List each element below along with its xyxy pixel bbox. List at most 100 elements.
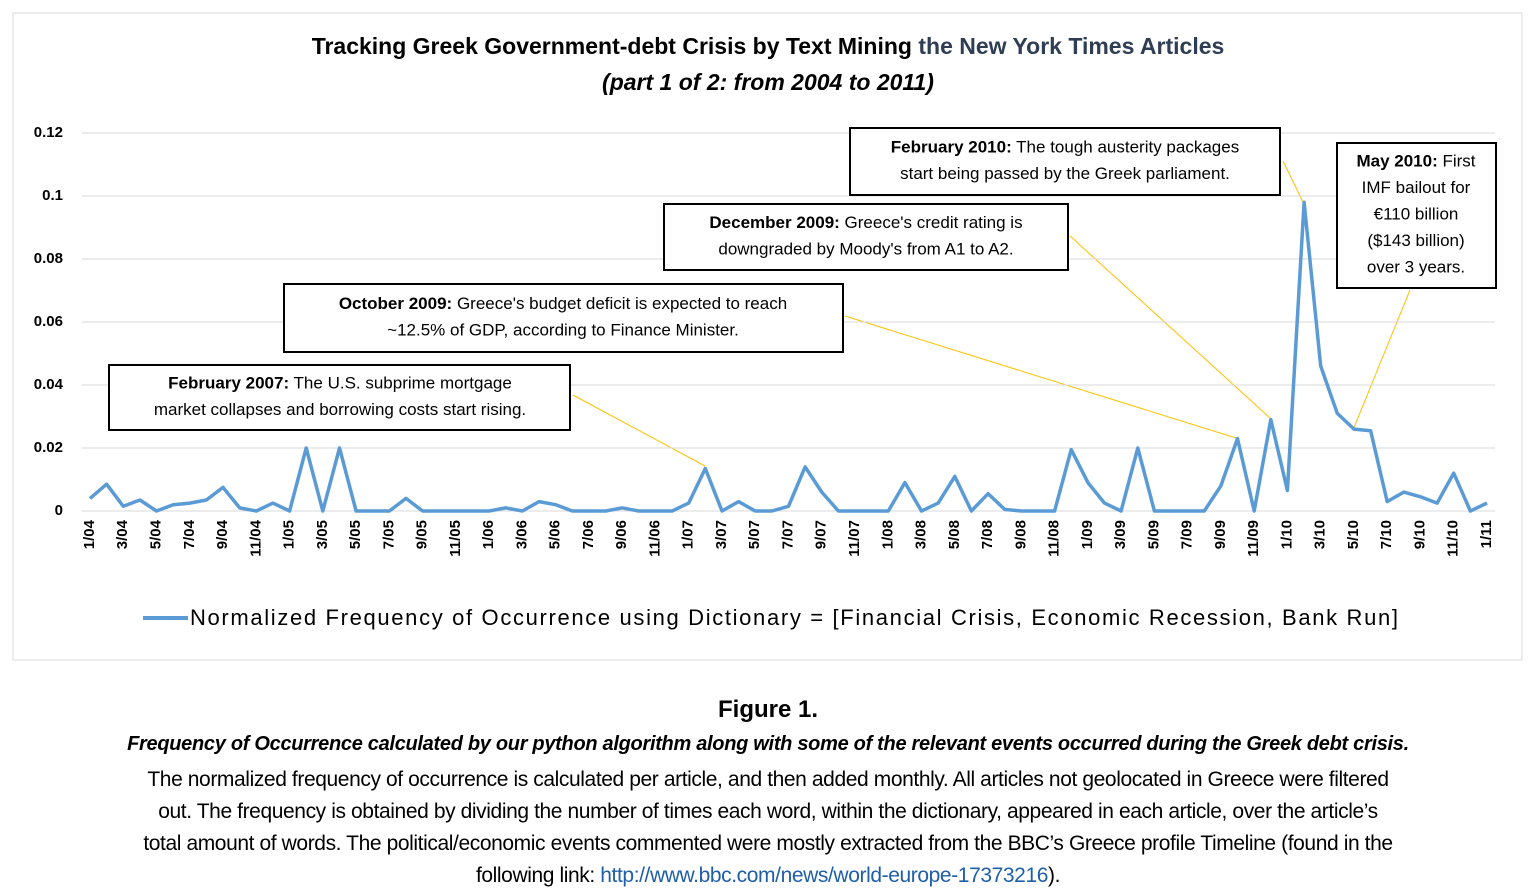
x-tick-label: 3/09 bbox=[1112, 520, 1129, 549]
x-tick-label: 7/10 bbox=[1378, 520, 1395, 549]
annotation-text: downgraded by Moody's from A1 to A2. bbox=[718, 240, 1013, 259]
annotation: February 2007: The U.S. subprime mortgag… bbox=[108, 364, 571, 431]
connector bbox=[1352, 289, 1411, 431]
x-tick-label: 9/08 bbox=[1012, 520, 1029, 549]
annotation-text: ($143 billion) bbox=[1367, 231, 1464, 250]
annotation-label: October 2009: bbox=[339, 294, 452, 313]
annotation: October 2009: Greece's budget deficit is… bbox=[283, 283, 844, 353]
annotation-box bbox=[663, 203, 1069, 271]
x-tick-label: 5/04 bbox=[147, 519, 164, 549]
x-tick-label: 9/10 bbox=[1411, 520, 1428, 549]
figure-label: Figure 1. bbox=[717, 696, 819, 723]
x-tick-label: 9/09 bbox=[1212, 520, 1229, 549]
x-tick-label: 9/05 bbox=[414, 520, 431, 549]
caption-link[interactable]: http://www.bbc.com/news/world-europe-173… bbox=[600, 864, 1049, 887]
x-tick-label: 5/05 bbox=[347, 520, 364, 549]
annotation-line: ($143 billion) bbox=[1367, 231, 1464, 250]
connector bbox=[1282, 160, 1304, 203]
x-tick-label: 11/08 bbox=[1046, 520, 1063, 557]
x-tick-label: 11/10 bbox=[1445, 520, 1462, 557]
annotation-text: December 2009: Greece's credit rating is bbox=[709, 213, 1022, 232]
annotation-label: February 2010: bbox=[891, 138, 1012, 157]
annotation-line: The U.S. subprime mortgage bbox=[294, 374, 512, 393]
annotation-text: February 2007: The U.S. subprime mortgag… bbox=[168, 374, 512, 393]
chart-subtitle: (part 1 of 2: from 2004 to 2011) bbox=[602, 69, 934, 95]
annotation-label: December 2009: bbox=[709, 213, 839, 232]
caption-line: out. The frequency is obtained by dividi… bbox=[158, 800, 1378, 823]
caption-body: The normalized frequency of occurrence i… bbox=[0, 764, 1536, 892]
connector bbox=[572, 394, 706, 467]
y-tick-label: 0.02 bbox=[34, 439, 63, 456]
x-tick-label: 5/08 bbox=[946, 520, 963, 549]
annotation-line: The tough austerity packages bbox=[1016, 138, 1239, 157]
annotation-text: start being passed by the Greek parliame… bbox=[900, 164, 1230, 183]
annotation-text: February 2010: The tough austerity packa… bbox=[891, 138, 1239, 157]
annotation: May 2010: First IMF bailout for €110 billi… bbox=[1336, 142, 1497, 289]
x-tick-label: 1/06 bbox=[480, 520, 497, 549]
x-tick-label: 1/05 bbox=[281, 520, 298, 549]
annotation: December 2009: Greece's credit rating is… bbox=[663, 203, 1069, 271]
x-tick-label: 11/07 bbox=[846, 520, 863, 557]
y-tick-label: 0 bbox=[55, 502, 63, 519]
data-line bbox=[88, 200, 1488, 513]
caption-text: ). bbox=[1048, 864, 1061, 887]
title-main: Tracking Greek Government-debt Crisis by… bbox=[312, 33, 912, 59]
x-tick-label: 1/04 bbox=[81, 519, 98, 549]
caption-line: total amount of words. The political/eco… bbox=[143, 832, 1393, 855]
x-tick-label: 3/04 bbox=[114, 519, 131, 549]
x-tick-label: 5/09 bbox=[1145, 520, 1162, 549]
caption-line: The normalized frequency of occurrence i… bbox=[147, 768, 1389, 791]
x-tick-label: 1/10 bbox=[1278, 520, 1295, 549]
x-tick-label: 9/07 bbox=[813, 520, 830, 549]
x-tick-label: 7/07 bbox=[779, 520, 796, 549]
annotation-box bbox=[1336, 142, 1497, 289]
x-tick-label: 1/08 bbox=[879, 520, 896, 549]
x-tick-label: 7/09 bbox=[1179, 520, 1196, 549]
x-tick-label: 11/04 bbox=[247, 519, 264, 556]
x-tick-label: 11/06 bbox=[646, 520, 663, 557]
x-tick-label: 3/07 bbox=[713, 520, 730, 549]
annotation-line: €110 billion bbox=[1374, 205, 1459, 224]
x-tick-label: 3/10 bbox=[1312, 520, 1329, 549]
x-tick-label: 11/05 bbox=[447, 520, 464, 557]
annotation-text: May 2010: First bbox=[1356, 152, 1475, 171]
chart: Tracking Greek Government-debt Crisis by… bbox=[12, 12, 1523, 661]
chart-title: Tracking Greek Government-debt Crisis by… bbox=[312, 33, 1225, 59]
x-tick-label: 3/05 bbox=[314, 520, 331, 549]
annotation-line: ~12.5% of GDP, according to Finance Mini… bbox=[387, 321, 739, 340]
annotation: February 2010: The tough austerity packa… bbox=[849, 127, 1281, 196]
x-tick-label: 1/07 bbox=[680, 520, 697, 549]
annotation-text: over 3 years. bbox=[1367, 258, 1465, 277]
x-tick-label: 1/09 bbox=[1079, 520, 1096, 549]
annotation-box bbox=[283, 283, 844, 353]
annotation-box bbox=[108, 364, 571, 431]
annotation-line: IMF bailout for bbox=[1362, 178, 1471, 197]
connector bbox=[1069, 235, 1271, 419]
x-tick-label: 3/06 bbox=[513, 520, 530, 549]
connectors bbox=[572, 160, 1411, 467]
x-tick-label: 11/09 bbox=[1245, 520, 1262, 557]
annotation-text: October 2009: Greece's budget deficit is… bbox=[339, 294, 787, 313]
annotation-box bbox=[849, 127, 1281, 196]
x-tick-label: 5/10 bbox=[1345, 520, 1362, 549]
title-highlight: the New York Times Articles bbox=[918, 33, 1224, 59]
y-tick-label: 0.1 bbox=[42, 187, 63, 204]
x-tick-label: 9/06 bbox=[613, 520, 630, 549]
caption-text: following link: bbox=[475, 864, 601, 887]
x-tick-label: 7/08 bbox=[979, 520, 996, 549]
annotation-label: May 2010: bbox=[1356, 152, 1437, 171]
x-tick-label: 7/05 bbox=[380, 520, 397, 549]
annotation-line: First bbox=[1442, 152, 1475, 171]
y-tick-label: 0.12 bbox=[34, 124, 63, 141]
y-tick-label: 0.04 bbox=[34, 376, 64, 393]
x-tick-label: 5/07 bbox=[746, 520, 763, 549]
x-tick-label: 5/06 bbox=[547, 520, 564, 549]
annotation-text: IMF bailout for bbox=[1362, 178, 1471, 197]
y-tick-label: 0.06 bbox=[34, 313, 63, 330]
annotation-line: Greece's budget deficit is expected to r… bbox=[457, 294, 787, 313]
annotation-label: February 2007: bbox=[168, 374, 289, 393]
annotation-line: market collapses and borrowing costs sta… bbox=[154, 400, 526, 419]
annotation-line: downgraded by Moody's from A1 to A2. bbox=[718, 240, 1013, 259]
x-tick-label: 1/11 bbox=[1478, 520, 1495, 548]
